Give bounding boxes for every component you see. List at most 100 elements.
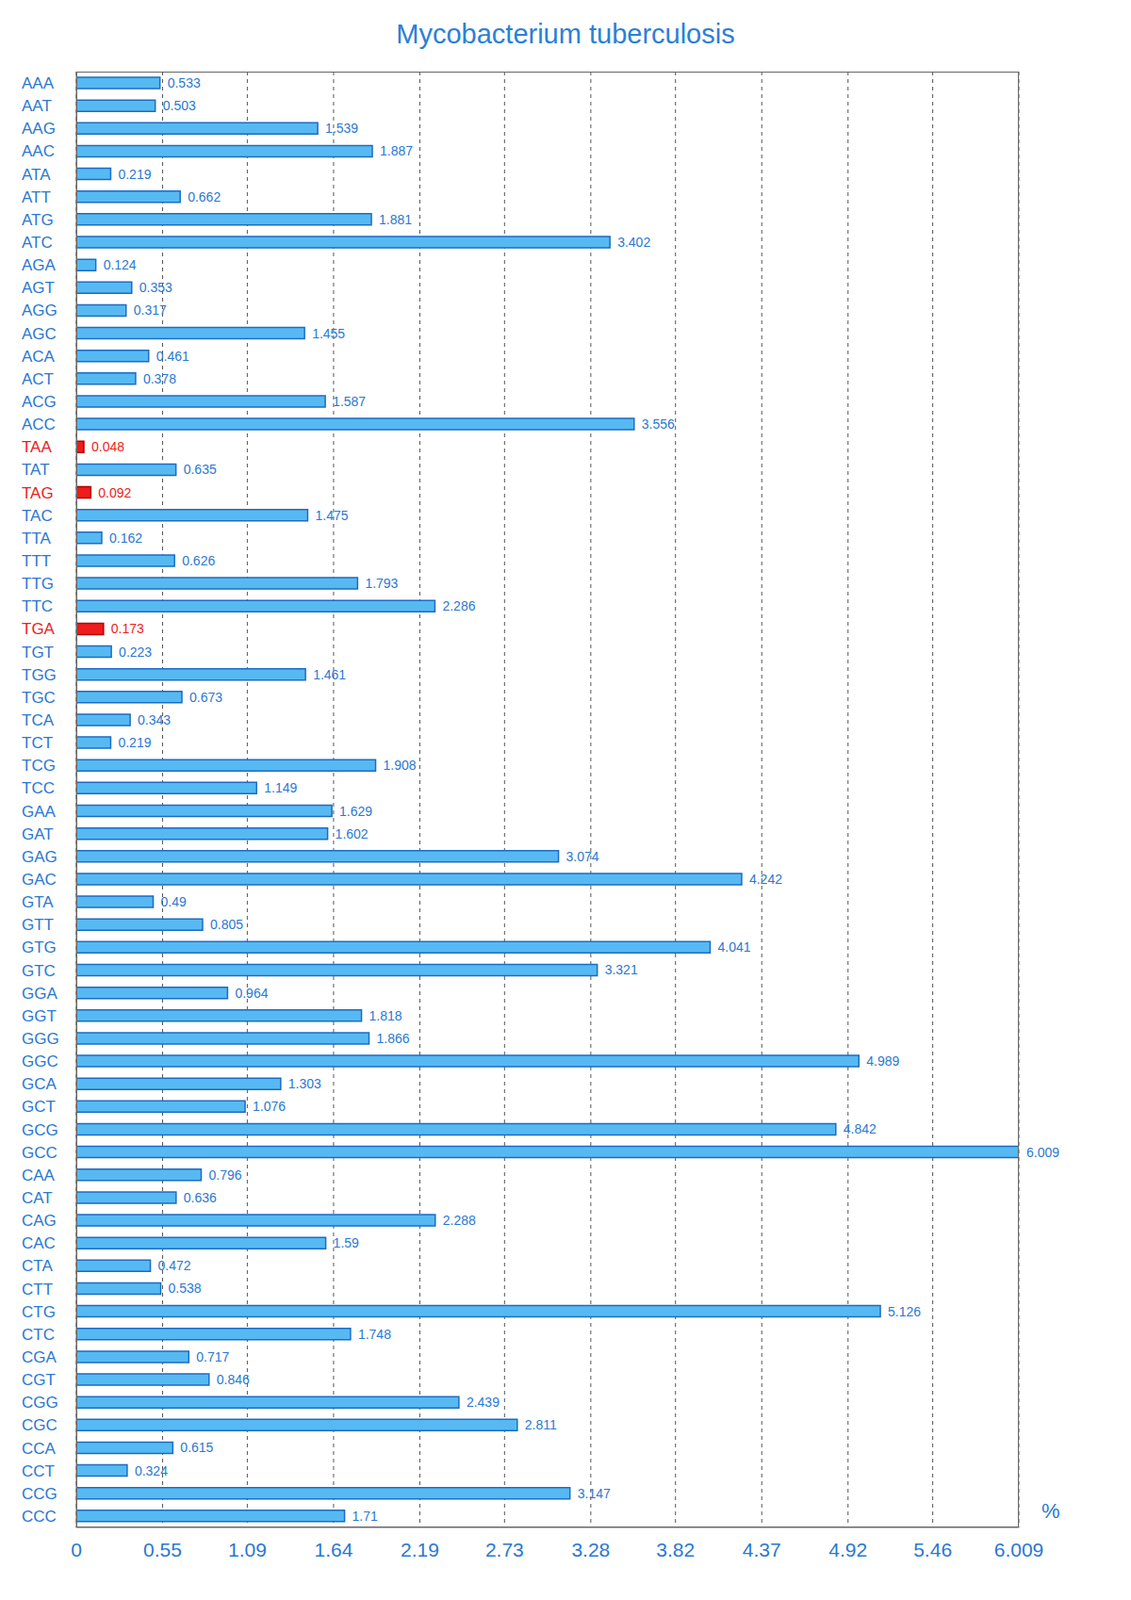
svg-text:0.092: 0.092 — [98, 485, 132, 501]
svg-text:CGG: CGG — [21, 1393, 59, 1412]
svg-text:TTT: TTT — [21, 552, 51, 571]
svg-text:4.842: 4.842 — [843, 1121, 877, 1137]
svg-text:CCA: CCA — [21, 1440, 57, 1459]
svg-text:0.503: 0.503 — [163, 98, 197, 114]
svg-text:GCT: GCT — [21, 1098, 56, 1116]
svg-text:1.076: 1.076 — [252, 1098, 286, 1115]
svg-text:0.124: 0.124 — [103, 257, 137, 273]
svg-text:GAG: GAG — [21, 848, 58, 867]
svg-text:0.49: 0.49 — [161, 894, 187, 910]
svg-text:TAG: TAG — [21, 484, 54, 503]
svg-text:TTC: TTC — [21, 597, 53, 616]
svg-text:0.635: 0.635 — [183, 461, 217, 477]
svg-text:TGC: TGC — [21, 688, 56, 707]
svg-text:AGA: AGA — [21, 256, 57, 275]
svg-text:1.09: 1.09 — [228, 1539, 267, 1561]
svg-text:0.219: 0.219 — [117, 735, 151, 751]
svg-text:ACC: ACC — [21, 415, 56, 434]
svg-text:TAC: TAC — [21, 507, 53, 525]
svg-text:0.461: 0.461 — [156, 348, 190, 364]
svg-text:1.629: 1.629 — [339, 803, 373, 820]
svg-text:0: 0 — [70, 1539, 82, 1561]
svg-text:CCC: CCC — [21, 1508, 57, 1526]
svg-text:2.19: 2.19 — [400, 1539, 440, 1561]
svg-text:0.55: 0.55 — [143, 1539, 182, 1561]
svg-text:0.472: 0.472 — [158, 1258, 192, 1274]
svg-text:0.162: 0.162 — [109, 530, 143, 546]
svg-text:3.321: 3.321 — [605, 962, 639, 978]
svg-text:0.173: 0.173 — [111, 621, 145, 637]
svg-text:AAG: AAG — [21, 119, 56, 138]
svg-text:4.37: 4.37 — [742, 1539, 782, 1561]
svg-text:GGC: GGC — [21, 1052, 59, 1071]
svg-text:CGC: CGC — [21, 1416, 58, 1435]
svg-text:TAA: TAA — [21, 438, 52, 457]
svg-text:1.64: 1.64 — [313, 1539, 353, 1561]
svg-text:AAT: AAT — [21, 97, 52, 115]
svg-text:1.887: 1.887 — [379, 143, 413, 159]
svg-text:1.881: 1.881 — [378, 212, 412, 228]
svg-text:ACT: ACT — [21, 370, 54, 389]
svg-text:0.353: 0.353 — [139, 279, 173, 296]
svg-text:1.866: 1.866 — [377, 1031, 410, 1047]
svg-text:TGA: TGA — [21, 620, 56, 639]
svg-text:0.636: 0.636 — [183, 1190, 217, 1206]
svg-text:CAA: CAA — [21, 1166, 56, 1185]
svg-text:TCT: TCT — [21, 734, 53, 753]
svg-text:0.343: 0.343 — [137, 712, 171, 728]
svg-text:4.242: 4.242 — [749, 871, 783, 887]
svg-text:5.126: 5.126 — [887, 1304, 921, 1320]
svg-text:1.793: 1.793 — [364, 575, 398, 591]
svg-text:0.219: 0.219 — [117, 166, 151, 182]
svg-text:0.717: 0.717 — [196, 1349, 230, 1365]
svg-text:3.402: 3.402 — [617, 234, 651, 250]
svg-text:CAG: CAG — [21, 1212, 57, 1230]
svg-text:1.908: 1.908 — [383, 757, 417, 773]
svg-text:CAT: CAT — [21, 1189, 53, 1208]
svg-text:GTT: GTT — [21, 916, 54, 935]
svg-text:3.074: 3.074 — [566, 849, 600, 865]
svg-text:1.748: 1.748 — [358, 1327, 392, 1343]
svg-text:AGT: AGT — [21, 278, 55, 297]
svg-text:0.673: 0.673 — [189, 689, 223, 705]
svg-text:1.59: 1.59 — [333, 1235, 360, 1251]
svg-text:1.149: 1.149 — [263, 780, 297, 796]
svg-text:6.009: 6.009 — [994, 1539, 1045, 1561]
svg-text:CCT: CCT — [21, 1462, 55, 1481]
svg-text:GTG: GTG — [21, 938, 57, 957]
svg-text:AAA: AAA — [21, 74, 55, 93]
svg-text:0.964: 0.964 — [234, 985, 268, 1001]
svg-text:0.223: 0.223 — [118, 644, 152, 660]
svg-text:0.615: 0.615 — [180, 1440, 214, 1456]
svg-text:4.92: 4.92 — [828, 1539, 868, 1561]
svg-text:TGT: TGT — [21, 643, 54, 662]
svg-text:4.041: 4.041 — [717, 939, 751, 955]
svg-text:TCG: TCG — [21, 756, 56, 775]
svg-text:1.587: 1.587 — [332, 393, 366, 410]
svg-text:1.602: 1.602 — [335, 826, 369, 842]
svg-text:1.475: 1.475 — [314, 508, 348, 524]
svg-text:3.556: 3.556 — [641, 416, 675, 432]
svg-text:CTA: CTA — [21, 1257, 53, 1276]
svg-text:TTG: TTG — [21, 574, 54, 593]
svg-text:0.538: 0.538 — [168, 1280, 202, 1296]
svg-text:CGT: CGT — [21, 1371, 56, 1390]
svg-text:GCA: GCA — [21, 1075, 58, 1094]
svg-text:ACG: ACG — [21, 393, 57, 411]
svg-text:GAC: GAC — [21, 870, 57, 889]
svg-text:CTC: CTC — [21, 1326, 55, 1345]
svg-text:CAC: CAC — [21, 1234, 56, 1253]
svg-text:0.048: 0.048 — [91, 439, 125, 455]
svg-text:TTA: TTA — [21, 529, 52, 548]
svg-text:GTC: GTC — [21, 962, 56, 981]
svg-text:6.009: 6.009 — [1026, 1145, 1060, 1161]
svg-text:ATC: ATC — [21, 233, 53, 252]
svg-text:GAA: GAA — [21, 803, 57, 821]
svg-text:1.818: 1.818 — [369, 1008, 403, 1024]
svg-text:CTG: CTG — [21, 1303, 56, 1322]
svg-text:2.811: 2.811 — [524, 1417, 558, 1433]
svg-text:2.73: 2.73 — [485, 1539, 525, 1561]
svg-text:CGA: CGA — [21, 1348, 58, 1367]
svg-text:4.989: 4.989 — [866, 1053, 900, 1069]
svg-text:ATT: ATT — [21, 188, 51, 207]
